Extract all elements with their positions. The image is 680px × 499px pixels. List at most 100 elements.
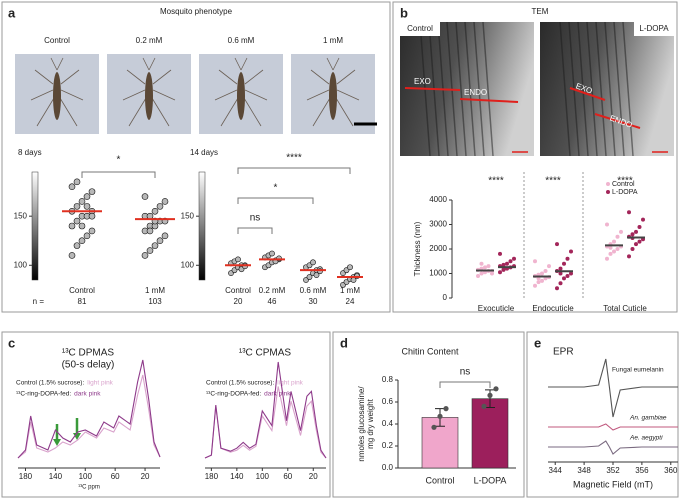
legend-marker — [606, 190, 610, 194]
mosquito-leg — [310, 69, 330, 85]
mosquito-leg — [214, 89, 238, 101]
n-value: 30 — [309, 297, 318, 306]
data-point — [437, 413, 443, 419]
data-point — [151, 207, 159, 215]
image-label: Control — [407, 24, 433, 33]
x-tick-label: 60 — [283, 472, 292, 481]
data-point — [443, 406, 449, 412]
y-tick-label: 150 — [14, 211, 28, 220]
data-point — [558, 266, 563, 271]
mosquito-leg — [244, 89, 268, 101]
data-point — [347, 264, 353, 271]
x-tick-label: 0.6 mM — [300, 286, 327, 295]
mosquito-leg — [34, 69, 54, 85]
y-tick-label: 0.6 — [382, 397, 394, 406]
data-point — [565, 273, 570, 278]
x-tick-label: Control — [69, 286, 95, 295]
data-point — [512, 256, 516, 261]
legend-color-label: dark pink — [264, 391, 291, 398]
x-tick-label: 360 — [664, 466, 678, 475]
trace — [548, 440, 678, 455]
mosquito-leg — [30, 89, 54, 101]
significance-bracket — [237, 167, 351, 174]
y-tick-label: 100 — [14, 260, 28, 269]
data-point — [141, 252, 149, 259]
data-point — [161, 232, 169, 240]
panel-b-frame — [392, 1, 678, 313]
mosquito-leg — [312, 97, 331, 127]
image-label-bg — [400, 22, 440, 36]
legend-color-label: dark pink — [74, 391, 101, 398]
data-point — [73, 203, 81, 210]
significance-label: **** — [488, 176, 504, 187]
data-point — [156, 237, 164, 245]
layer-marker — [569, 87, 606, 101]
significance-label: ns — [460, 367, 471, 378]
mosquito-leg — [152, 89, 176, 101]
data-point — [269, 250, 275, 257]
tem-texture — [482, 21, 494, 157]
data-point — [615, 234, 620, 239]
mosquito-leg — [36, 97, 55, 127]
x-tick-label: Control — [225, 286, 251, 295]
n-value: 24 — [346, 297, 355, 306]
data-point — [313, 272, 320, 278]
data-point — [540, 271, 544, 276]
y-axis-label: mg dry weight — [366, 398, 375, 449]
data-point — [493, 386, 499, 392]
x-tick-label: 140 — [49, 472, 63, 481]
data-point — [562, 261, 566, 266]
trace — [548, 423, 678, 431]
x-tick-label: 344 — [549, 466, 563, 475]
x-tick-label: Endocuticle — [532, 304, 574, 313]
data-point — [543, 269, 548, 274]
mosquito-leg — [336, 89, 360, 101]
mosquito-leg — [220, 97, 239, 127]
data-point — [83, 232, 91, 240]
mosquito-body — [145, 72, 153, 120]
n-label: n = — [33, 297, 45, 306]
data-point — [83, 193, 91, 200]
x-tick-label: 140 — [230, 472, 244, 481]
mosquito-leg — [243, 97, 262, 127]
mosquito-leg — [306, 89, 330, 101]
trace — [204, 361, 327, 459]
data-point — [68, 183, 76, 191]
significance-label: ns — [250, 213, 261, 224]
data-point — [555, 286, 559, 291]
data-point — [565, 256, 570, 261]
x-tick-label: 180 — [19, 472, 33, 481]
data-point — [562, 276, 566, 281]
y-axis-label: nmoles glucosamine/ — [357, 386, 366, 462]
data-point — [637, 239, 642, 244]
layer-marker — [594, 113, 641, 129]
mosquito-leg — [234, 57, 242, 71]
data-point — [558, 271, 563, 276]
data-point — [486, 264, 491, 269]
mosquito-leg — [240, 57, 248, 71]
n-value: 46 — [268, 297, 277, 306]
mosquito-body — [53, 72, 61, 120]
data-point — [235, 256, 241, 263]
mosquito-body — [237, 72, 245, 120]
chart-title: EPR — [553, 347, 574, 358]
tem-texture — [455, 21, 467, 157]
legend-label: ¹³C-ring-DOPA-fed: — [16, 391, 71, 398]
panel-title: Mosquito phenotype — [160, 7, 233, 16]
image-label-bg — [634, 22, 674, 36]
mosquito-leg — [148, 57, 156, 71]
data-point — [619, 229, 623, 234]
data-point — [498, 251, 502, 256]
image-label: L-DOPA — [639, 24, 669, 33]
panel-label: a — [8, 5, 16, 20]
x-tick-label: 180 — [205, 472, 219, 481]
significance-bracket — [237, 197, 314, 204]
photo-label: 0.2 mM — [136, 36, 163, 45]
mosquito-leg — [122, 89, 146, 101]
x-tick-label: 60 — [111, 472, 120, 481]
y-axis-label: Thickness (nm) — [413, 221, 422, 276]
data-point — [83, 203, 91, 210]
data-point — [78, 222, 86, 230]
y-tick-label: 0.4 — [382, 419, 394, 428]
data-point — [627, 254, 631, 259]
